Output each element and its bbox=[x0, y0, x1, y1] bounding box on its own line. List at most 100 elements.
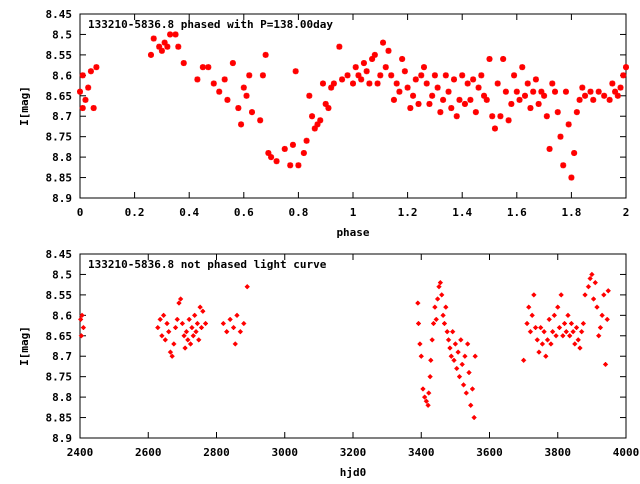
data-point bbox=[472, 109, 479, 116]
data-point bbox=[325, 105, 332, 112]
data-point bbox=[388, 72, 395, 79]
data-point bbox=[377, 72, 384, 79]
data-point bbox=[197, 304, 203, 310]
data-point bbox=[582, 92, 589, 99]
data-point bbox=[579, 84, 586, 91]
y-tick-label: 8.7 bbox=[52, 110, 72, 123]
data-point bbox=[194, 320, 201, 327]
data-point bbox=[453, 113, 460, 120]
data-point bbox=[451, 76, 458, 83]
chart-title: 133210-5836.8 phased with P=138.00day bbox=[88, 18, 333, 31]
data-point bbox=[541, 328, 547, 335]
data-point bbox=[420, 386, 426, 392]
data-point bbox=[82, 96, 89, 103]
data-point bbox=[281, 145, 288, 152]
data-point bbox=[243, 92, 250, 99]
data-point bbox=[427, 373, 433, 380]
data-point bbox=[443, 304, 449, 310]
data-point bbox=[459, 361, 465, 368]
x-axis-label: phase bbox=[336, 226, 369, 239]
data-point bbox=[295, 162, 302, 169]
data-point bbox=[592, 279, 599, 286]
data-point bbox=[511, 72, 518, 79]
chart-title: 133210-5836.8 not phased light curve bbox=[88, 258, 327, 271]
data-point bbox=[530, 88, 537, 95]
data-point bbox=[602, 361, 609, 368]
data-point bbox=[554, 304, 561, 310]
data-point bbox=[393, 80, 400, 87]
data-point bbox=[230, 324, 237, 331]
data-point bbox=[436, 283, 442, 290]
data-point bbox=[190, 333, 197, 339]
x-tick-label: 1.6 bbox=[507, 206, 527, 219]
data-point bbox=[543, 353, 549, 359]
data-point bbox=[571, 150, 578, 157]
x-tick-label: 1 bbox=[350, 206, 357, 219]
data-point bbox=[462, 353, 468, 359]
data-point bbox=[418, 353, 425, 359]
data-point bbox=[234, 312, 240, 319]
data-point bbox=[560, 162, 567, 169]
data-point bbox=[589, 271, 595, 278]
data-point bbox=[425, 402, 431, 409]
data-point bbox=[382, 64, 389, 71]
data-point bbox=[426, 390, 432, 396]
data-point bbox=[244, 283, 250, 290]
data-point bbox=[527, 328, 534, 335]
data-point bbox=[525, 304, 532, 310]
x-tick-label: 2600 bbox=[135, 446, 162, 459]
data-point bbox=[568, 174, 575, 181]
data-point bbox=[478, 72, 485, 79]
data-point bbox=[561, 320, 568, 327]
data-point bbox=[463, 390, 470, 396]
data-point bbox=[227, 316, 233, 323]
y-tick-label: 8.65 bbox=[46, 330, 73, 343]
data-point bbox=[532, 324, 539, 331]
data-point bbox=[576, 96, 583, 103]
data-point bbox=[601, 92, 608, 99]
data-point bbox=[78, 333, 85, 339]
data-point bbox=[428, 357, 434, 364]
data-point bbox=[162, 337, 169, 343]
data-point bbox=[558, 292, 564, 298]
data-point bbox=[486, 55, 493, 62]
data-point bbox=[159, 333, 165, 339]
data-point bbox=[587, 88, 594, 95]
data-point bbox=[442, 72, 449, 79]
data-point bbox=[536, 349, 542, 355]
data-point bbox=[287, 162, 294, 169]
data-point bbox=[562, 88, 569, 95]
data-point bbox=[459, 72, 466, 79]
data-point bbox=[614, 92, 621, 99]
data-point bbox=[617, 84, 624, 91]
x-tick-label: 3000 bbox=[272, 446, 299, 459]
data-point bbox=[189, 324, 195, 331]
data-point bbox=[193, 328, 199, 335]
x-tick-label: 1.4 bbox=[452, 206, 472, 219]
data-point bbox=[552, 88, 559, 95]
data-point bbox=[549, 80, 556, 87]
data-point bbox=[232, 341, 239, 347]
data-point bbox=[155, 324, 161, 331]
data-point bbox=[191, 312, 198, 319]
data-point bbox=[578, 328, 585, 335]
x-tick-label: 1.2 bbox=[398, 206, 418, 219]
x-tick-label: 1.8 bbox=[561, 206, 581, 219]
data-point bbox=[185, 337, 191, 343]
data-point bbox=[396, 88, 403, 95]
data-point bbox=[182, 345, 188, 351]
y-tick-label: 8.55 bbox=[46, 49, 73, 62]
y-tick-label: 8.8 bbox=[52, 151, 72, 164]
plot-frame bbox=[79, 13, 627, 199]
data-point bbox=[595, 333, 602, 339]
data-point bbox=[303, 137, 310, 144]
data-point bbox=[202, 320, 209, 327]
data-point bbox=[543, 113, 550, 120]
data-point bbox=[489, 113, 496, 120]
data-point bbox=[447, 345, 453, 351]
data-point bbox=[604, 316, 610, 323]
data-point bbox=[157, 316, 163, 323]
data-point bbox=[429, 92, 436, 99]
data-point bbox=[445, 88, 452, 95]
data-point bbox=[415, 100, 422, 107]
